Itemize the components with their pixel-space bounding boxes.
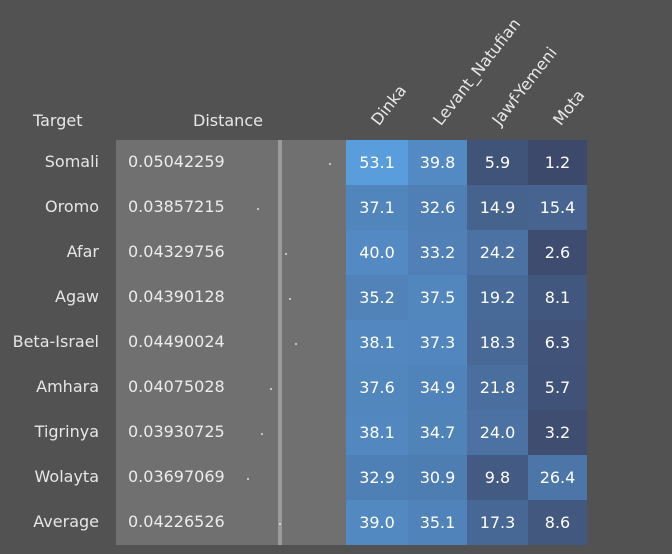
row-label-tigrinya: Tigrinya bbox=[34, 422, 99, 441]
column-header-dinka: Dinka bbox=[367, 81, 411, 129]
cell-wolayta-jawf-yemeni: 9.8 bbox=[467, 455, 528, 500]
cell-oromo-levant-natufian: 32.6 bbox=[408, 185, 467, 230]
cell-wolayta-levant-natufian: 30.9 bbox=[408, 455, 467, 500]
distance-value-agaw: 0.04390128 bbox=[128, 287, 225, 306]
cell-beta-israel-dinka: 38.1 bbox=[346, 320, 408, 365]
cell-amhara-dinka: 37.6 bbox=[346, 365, 408, 410]
cell-amhara-mota: 5.7 bbox=[528, 365, 587, 410]
distance-dot-oromo bbox=[256, 208, 259, 210]
cell-average-mota: 8.6 bbox=[528, 500, 587, 545]
cell-afar-dinka: 40.0 bbox=[346, 230, 408, 275]
cell-beta-israel-levant-natufian: 37.3 bbox=[408, 320, 467, 365]
row-label-amhara: Amhara bbox=[36, 377, 99, 396]
row-label-afar: Afar bbox=[66, 242, 99, 261]
cell-wolayta-dinka: 32.9 bbox=[346, 455, 408, 500]
cell-somali-levant-natufian: 39.8 bbox=[408, 140, 467, 185]
distance-dot-average bbox=[279, 523, 281, 525]
cell-afar-levant-natufian: 33.2 bbox=[408, 230, 467, 275]
cell-afar-mota: 2.6 bbox=[528, 230, 587, 275]
cell-tigrinya-levant-natufian: 34.7 bbox=[408, 410, 467, 455]
distance-value-oromo: 0.03857215 bbox=[128, 197, 225, 216]
distance-value-somali: 0.05042259 bbox=[128, 152, 225, 171]
distance-value-amhara: 0.04075028 bbox=[128, 377, 225, 396]
cell-afar-jawf-yemeni: 24.2 bbox=[467, 230, 528, 275]
cell-agaw-mota: 8.1 bbox=[528, 275, 587, 320]
row-label-beta-israel: Beta-Israel bbox=[12, 332, 99, 351]
cell-beta-israel-mota: 6.3 bbox=[528, 320, 587, 365]
cell-oromo-jawf-yemeni: 14.9 bbox=[467, 185, 528, 230]
distance-value-wolayta: 0.03697069 bbox=[128, 467, 225, 486]
cell-tigrinya-jawf-yemeni: 24.0 bbox=[467, 410, 528, 455]
row-label-oromo: Oromo bbox=[45, 197, 99, 216]
cell-somali-dinka: 53.1 bbox=[346, 140, 408, 185]
cell-tigrinya-dinka: 38.1 bbox=[346, 410, 408, 455]
cell-amhara-jawf-yemeni: 21.8 bbox=[467, 365, 528, 410]
distance-value-tigrinya: 0.03930725 bbox=[128, 422, 225, 441]
cell-wolayta-mota: 26.4 bbox=[528, 455, 587, 500]
distance-value-afar: 0.04329756 bbox=[128, 242, 225, 261]
distance-dot-beta-israel bbox=[295, 343, 297, 345]
cell-agaw-jawf-yemeni: 19.2 bbox=[467, 275, 528, 320]
distance-dot-afar bbox=[285, 253, 288, 255]
distance-dot-tigrinya bbox=[261, 433, 264, 435]
cell-agaw-dinka: 35.2 bbox=[346, 275, 408, 320]
cell-amhara-levant-natufian: 34.9 bbox=[408, 365, 467, 410]
distance-dot-somali bbox=[328, 163, 331, 165]
row-label-agaw: Agaw bbox=[55, 287, 99, 306]
cell-somali-mota: 1.2 bbox=[528, 140, 587, 185]
distance-value-beta-israel: 0.04490024 bbox=[128, 332, 225, 351]
cell-average-levant-natufian: 35.1 bbox=[408, 500, 467, 545]
row-label-average: Average bbox=[33, 512, 99, 531]
row-label-wolayta: Wolayta bbox=[34, 467, 99, 486]
target-header: Target bbox=[33, 111, 83, 130]
cell-agaw-levant-natufian: 37.5 bbox=[408, 275, 467, 320]
cell-average-jawf-yemeni: 17.3 bbox=[467, 500, 528, 545]
distance-dot-agaw bbox=[289, 298, 291, 300]
distance-dot-wolayta bbox=[246, 478, 249, 480]
cell-beta-israel-jawf-yemeni: 18.3 bbox=[467, 320, 528, 365]
distance-dot-amhara bbox=[269, 388, 272, 390]
cell-oromo-dinka: 37.1 bbox=[346, 185, 408, 230]
distance-panel bbox=[116, 140, 346, 545]
distance-header: Distance bbox=[193, 111, 263, 130]
distance-separator bbox=[278, 140, 282, 545]
row-label-somali: Somali bbox=[44, 152, 99, 171]
distance-value-average: 0.04226526 bbox=[128, 512, 225, 531]
cell-tigrinya-mota: 3.2 bbox=[528, 410, 587, 455]
cell-oromo-mota: 15.4 bbox=[528, 185, 587, 230]
cell-average-dinka: 39.0 bbox=[346, 500, 408, 545]
cell-somali-jawf-yemeni: 5.9 bbox=[467, 140, 528, 185]
column-header-mota: Mota bbox=[549, 86, 589, 129]
